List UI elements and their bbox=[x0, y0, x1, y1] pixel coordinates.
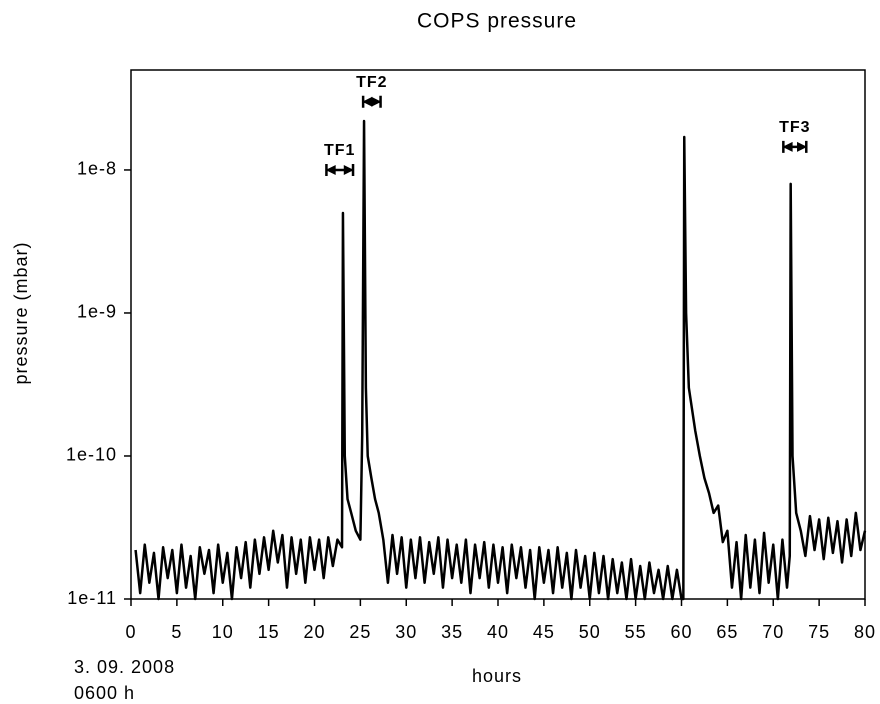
x-tick-label: 40 bbox=[487, 622, 509, 642]
interval-bar bbox=[782, 140, 808, 153]
interval-bar bbox=[325, 163, 355, 176]
x-tick-label: 0 bbox=[125, 622, 136, 642]
chart-title: COPS pressure bbox=[417, 10, 577, 33]
y-tick-label: 1e-10 bbox=[66, 445, 117, 465]
x-tick-label: 65 bbox=[716, 622, 738, 642]
y-axis-label: pressure (mbar) bbox=[11, 241, 31, 384]
y-tick-label: 1e-9 bbox=[77, 302, 117, 322]
annotation-label: TF1 bbox=[324, 142, 355, 159]
x-tick-label: 35 bbox=[441, 622, 463, 642]
x-tick-label: 60 bbox=[670, 622, 692, 642]
x-tick-label: 25 bbox=[349, 622, 371, 642]
x-axis-label: hours bbox=[472, 666, 522, 686]
x-tick-label: 55 bbox=[625, 622, 647, 642]
y-tick-label: 1e-11 bbox=[67, 588, 117, 608]
x-tick-label: 20 bbox=[303, 622, 325, 642]
x-tick-label: 45 bbox=[533, 622, 555, 642]
x-tick-label: 15 bbox=[258, 622, 280, 642]
x-tick-label: 75 bbox=[808, 622, 830, 642]
x-tick-label: 80 bbox=[854, 622, 876, 642]
interval-bar bbox=[361, 95, 382, 108]
date-note: 3. 09. 2008 bbox=[74, 657, 175, 677]
date-note: 0600 h bbox=[74, 683, 135, 703]
x-tick-label: 10 bbox=[212, 622, 234, 642]
x-tick-label: 30 bbox=[395, 622, 417, 642]
annotation-label: TF3 bbox=[779, 119, 810, 136]
x-tick-label: 70 bbox=[762, 622, 784, 642]
data-line bbox=[134, 119, 867, 601]
plot-frame bbox=[130, 69, 866, 600]
annotation-label: TF2 bbox=[356, 74, 387, 91]
x-tick-label: 5 bbox=[171, 622, 182, 642]
y-tick-label: 1e-8 bbox=[77, 159, 117, 179]
x-tick-label: 50 bbox=[579, 622, 601, 642]
